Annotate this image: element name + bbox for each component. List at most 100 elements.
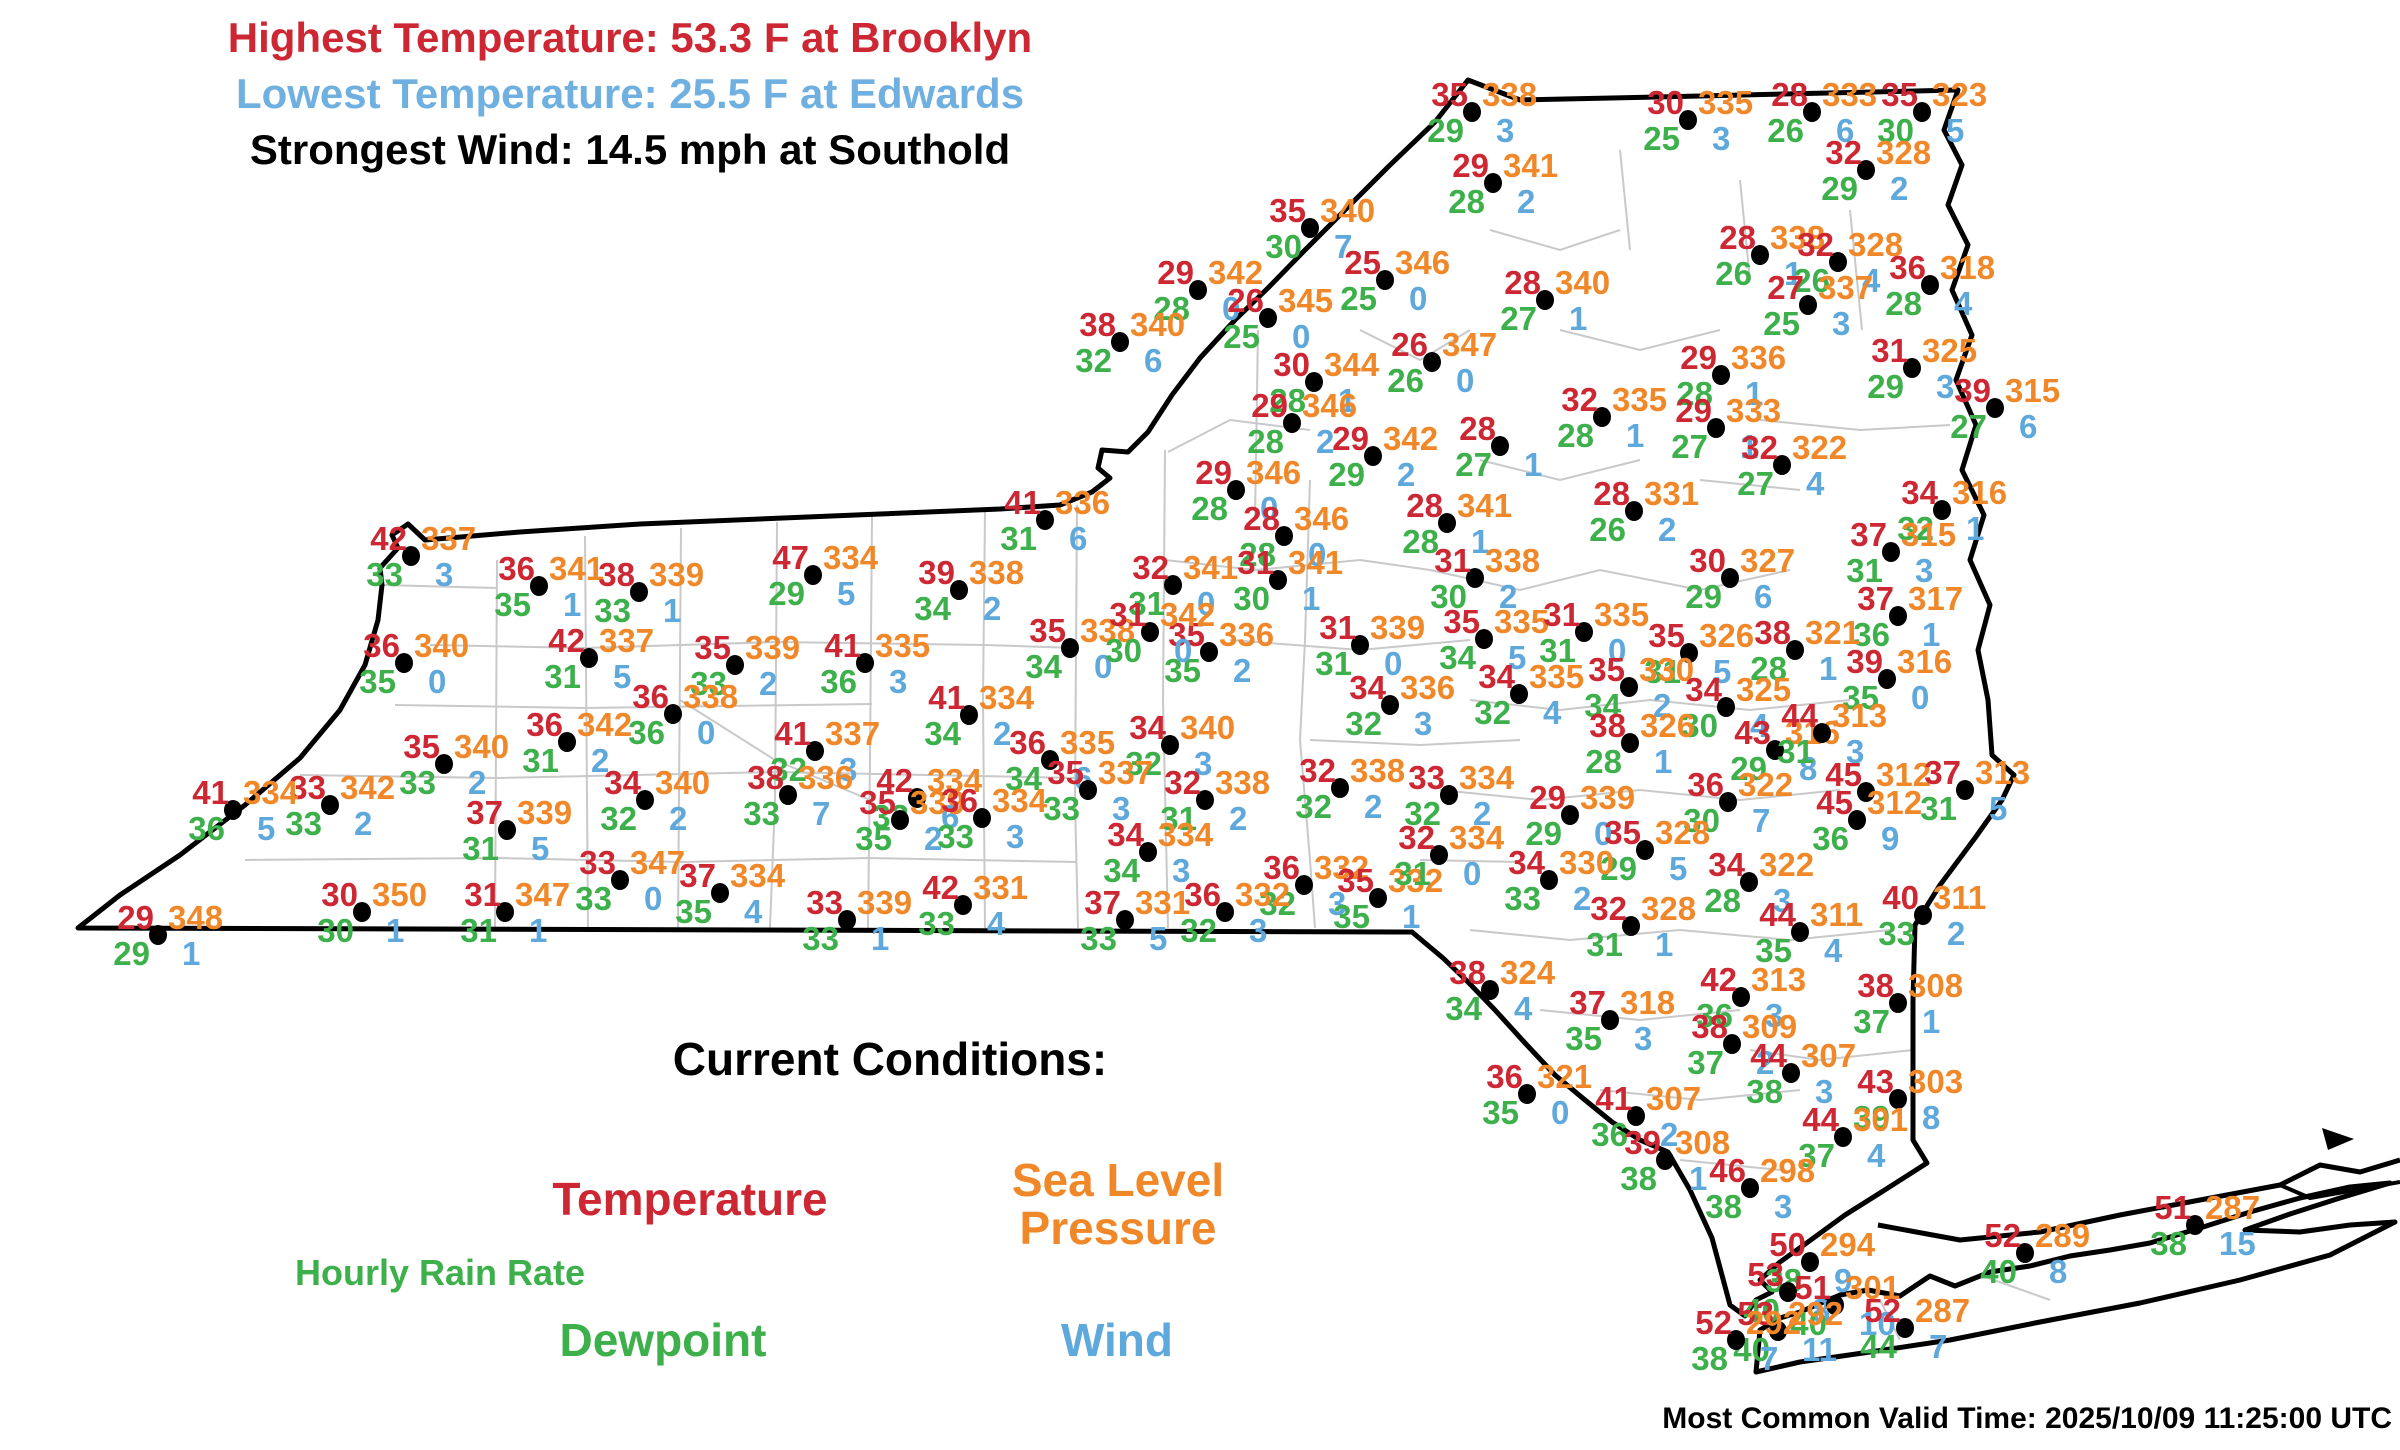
station: 35 336 35 2 [1164, 616, 1274, 689]
station-wind: 8 [1799, 750, 1817, 787]
station-temperature: 27 [1767, 269, 1804, 306]
station-temperature: 35 [403, 728, 440, 765]
station-temperature: 36 [941, 782, 978, 819]
station-temperature: 34 [1478, 658, 1515, 695]
station: 34 325 30 4 [1681, 671, 1791, 744]
station: 29 342 29 2 [1328, 420, 1438, 493]
station-temperature: 29 [1452, 147, 1489, 184]
station-dot [1139, 842, 1157, 862]
station-temperature: 36 [1263, 849, 1300, 886]
station: 46 298 38 3 [1705, 1152, 1815, 1225]
station-dot [636, 790, 654, 810]
station: 36 321 35 0 [1482, 1058, 1592, 1131]
station-dot [1627, 1106, 1645, 1126]
station-dewpoint: 38 [1705, 1188, 1742, 1225]
station-temperature: 28 [1771, 76, 1808, 113]
station-dewpoint: 35 [1565, 1020, 1602, 1057]
station-temperature: 52 [1695, 1304, 1732, 1341]
station-dot [711, 883, 729, 903]
station-pressure: 341 [1503, 147, 1558, 184]
station-dot [1956, 780, 1974, 800]
station-temperature: 35 [1337, 862, 1374, 899]
station-wind: 0 [1174, 632, 1192, 669]
station-pressure: 334 [730, 857, 786, 894]
station-dewpoint: 35 [359, 663, 396, 700]
station-dewpoint: 30 [317, 912, 354, 949]
station: 34 336 32 3 [1345, 669, 1455, 742]
station: 37 315 31 3 [1846, 516, 1956, 589]
station-temperature: 35 [1443, 603, 1480, 640]
station: 38 340 32 6 [1075, 306, 1185, 379]
station-wind: 3 [1712, 120, 1730, 157]
station-wind: 1 [1922, 1003, 1940, 1040]
station-pressure: 346 [1395, 244, 1450, 281]
station-wind: 0 [1094, 648, 1112, 685]
station-temperature: 50 [1769, 1226, 1806, 1263]
station-dewpoint: 32 [1404, 795, 1441, 832]
station-dot [224, 800, 242, 820]
station-wind: 6 [1836, 112, 1854, 149]
station-dot [1903, 358, 1921, 378]
station: 33 339 33 1 [802, 884, 912, 957]
station-temperature: 31 [464, 876, 501, 913]
station-wind: 2 [983, 590, 1001, 627]
station-pressure: 338 [683, 678, 738, 715]
station: 44 301 37 4 [1798, 1101, 1908, 1174]
station-dewpoint: 33 [399, 764, 436, 801]
station-wind: 2 [759, 665, 777, 702]
station-dewpoint: 29 [113, 935, 150, 972]
station-pressure: 339 [745, 629, 800, 666]
station: 29 342 28 0 [1153, 254, 1263, 327]
station-dot [149, 925, 167, 945]
station-dot [1275, 526, 1293, 546]
station-wind: 1 [1402, 898, 1420, 935]
station: 34 340 32 3 [1125, 709, 1235, 782]
station-temperature: 34 [1708, 846, 1745, 883]
station-dewpoint: 38 [1746, 1073, 1783, 1110]
station-temperature: 32 [1590, 890, 1627, 927]
station-dot [1740, 872, 1758, 892]
station-dot [1189, 280, 1207, 300]
station-pressure: 332 [1388, 862, 1443, 899]
station-temperature: 34 [1508, 844, 1545, 881]
station-temperature: 37 [1084, 884, 1121, 921]
station-dewpoint: 25 [1340, 280, 1377, 317]
station-temperature: 33 [1408, 759, 1445, 796]
station-wind: 4 [1862, 262, 1881, 299]
station-dot [1813, 723, 1831, 743]
station-dot [1786, 640, 1804, 660]
station-dewpoint: 37 [1798, 1137, 1835, 1174]
station: 36 332 32 3 [1259, 849, 1369, 922]
station-pressure: 334 [243, 774, 299, 811]
station-temperature: 29 [117, 899, 154, 936]
station-wind: 3 [1414, 705, 1432, 742]
station-pressure: 335 [875, 627, 930, 664]
station-pressure: 327 [1740, 542, 1795, 579]
station-pressure: 341 [1457, 487, 1512, 524]
station-wind: 5 [613, 658, 631, 695]
station: 37 334 35 4 [675, 857, 785, 930]
station: 36 341 35 1 [494, 550, 604, 623]
fishers-island-shoreline [2279, 1180, 2400, 1201]
station-dot [580, 648, 598, 668]
station-pressure: 338 [1080, 612, 1135, 649]
station-dot [1305, 372, 1323, 392]
station-dewpoint: 28 [1704, 882, 1741, 919]
station-dewpoint: 35 [1333, 898, 1370, 935]
station-temperature: 34 [1685, 671, 1722, 708]
station-dot [1601, 1010, 1619, 1030]
station-dewpoint: 29 [1328, 456, 1365, 493]
station-wind: 0 [1384, 645, 1402, 682]
station-pressure: 325 [1922, 332, 1977, 369]
station-dot [1491, 436, 1509, 456]
station-dewpoint: 27 [1455, 446, 1492, 483]
station-wind: 2 [1947, 915, 1965, 952]
station: 34 322 28 3 [1704, 846, 1814, 919]
station-dewpoint: 31 [1644, 653, 1681, 690]
station-wind: 4 [1824, 932, 1843, 969]
station-dewpoint: 29 [1730, 750, 1767, 787]
station-pressure: 318 [1620, 984, 1675, 1021]
station-wind: 11 [1802, 1331, 1837, 1368]
station-wind: 7 [1752, 802, 1770, 839]
